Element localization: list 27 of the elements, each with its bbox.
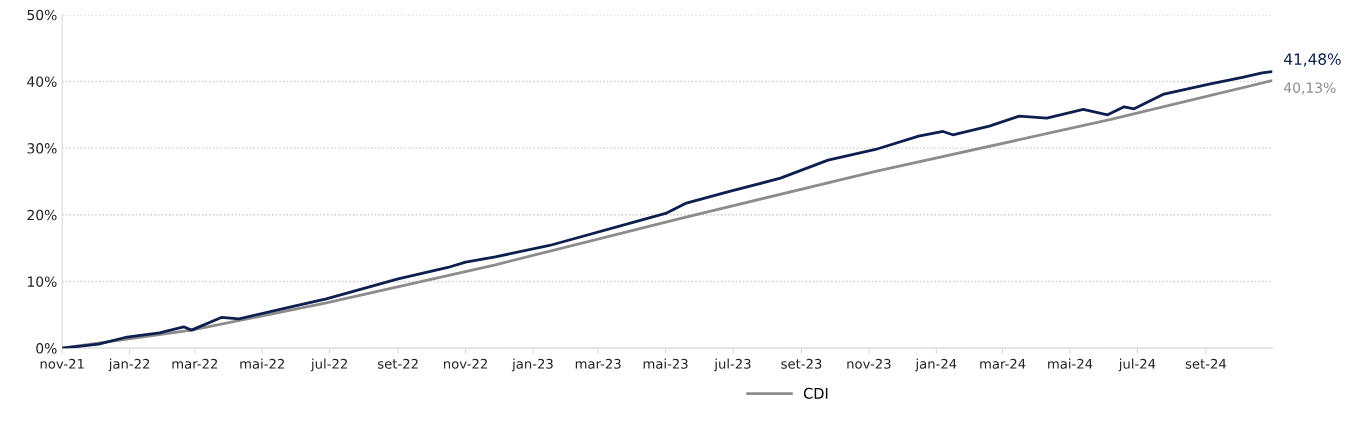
x-tick-label: mai-23 — [643, 358, 688, 369]
data-label: 41,48% — [1284, 53, 1341, 67]
x-tick-label: set-24 — [1185, 358, 1227, 369]
x-tick-label: jan-24 — [915, 358, 957, 372]
x-tick-label: mar-22 — [172, 358, 218, 369]
x-tick-label: nov-23 — [847, 358, 891, 369]
x-tick-label: jan-23 — [511, 358, 553, 372]
x-tick-label: nov-21 — [40, 358, 84, 369]
y-tick-label: 50% — [27, 9, 57, 21]
x-tick-label: set-23 — [781, 358, 822, 369]
y-tick-label: 0% — [36, 343, 57, 354]
x-tick-label: jul-22 — [310, 358, 347, 372]
x-tick-label: jan-22 — [108, 358, 150, 372]
data-label: 40,13% — [1284, 82, 1336, 95]
x-tick-label: set-22 — [377, 358, 418, 369]
x-tick-label: nov-22 — [444, 358, 487, 369]
x-tick-label: mai-22 — [240, 358, 284, 369]
x-tick-label: mar-24 — [980, 358, 1026, 369]
y-tick-label: 10% — [27, 276, 57, 287]
legend-label: CDI — [803, 387, 828, 399]
x-tick-label: mai-24 — [1048, 358, 1093, 369]
x-tick-label: mar-23 — [575, 358, 621, 369]
y-tick-label: 40% — [27, 76, 57, 87]
x-tick-label: jul-23 — [714, 358, 751, 372]
y-tick-label: 30% — [27, 143, 57, 154]
y-tick-label: 20% — [27, 209, 57, 221]
x-tick-label: jul-24 — [1118, 358, 1156, 372]
